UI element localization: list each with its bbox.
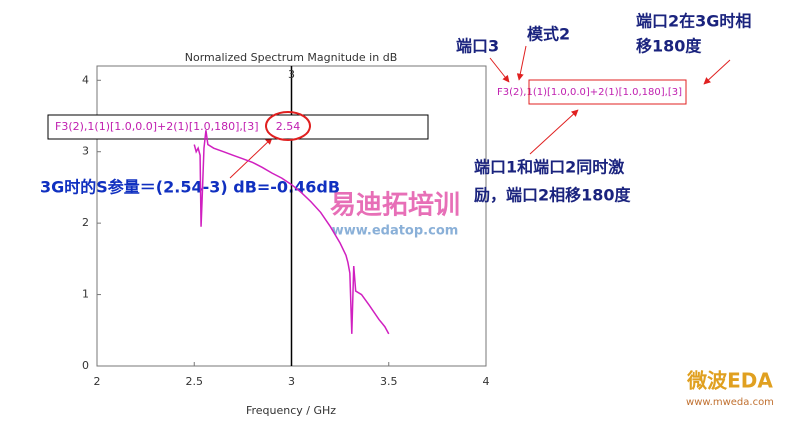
annotation: 端口2在3G时相 [636, 12, 751, 31]
watermark: www.edatop.com [332, 224, 459, 239]
y-tick-label: 3 [82, 145, 89, 158]
x-axis-label: Frequency / GHz [246, 404, 336, 417]
annotation: 3G时的S参量＝(2.54-3) dB=-0.46dB [40, 178, 340, 197]
annotation: 模式2 [527, 25, 570, 44]
chart-title: Normalized Spectrum Magnitude in dB [185, 51, 398, 64]
annotation: 端口3 [456, 37, 499, 56]
watermark: 微波EDA [686, 369, 773, 393]
annotation: 励，端口2相移180度 [474, 186, 632, 205]
highlight-box [528, 79, 687, 105]
x-tick-label: 2.5 [186, 375, 204, 388]
trace-label: F3(2),1(1)[1.0,0.0]+2(1)[1.0,180],[3] [497, 87, 682, 98]
arrows [229, 45, 731, 179]
watermark: www.mweda.com [686, 397, 774, 408]
watermark: 易迪拓培训 [330, 191, 460, 221]
x-tick-label: 2 [94, 375, 101, 388]
x-tick-label: 3.5 [380, 375, 398, 388]
y-tick-label: 2 [82, 216, 89, 229]
legend-box [47, 114, 429, 140]
data-line [193, 130, 390, 335]
y-tick-label: 0 [82, 359, 89, 372]
highlight-ellipse [265, 111, 311, 141]
annotation: 移180度 [636, 37, 702, 56]
x-tick-label: 4 [483, 375, 490, 388]
marker-value: 2.54 [276, 120, 301, 133]
marker-label: 3 [288, 68, 295, 81]
y-tick-label: 4 [82, 73, 89, 86]
legend-entry: F3(2),1(1)[1.0,0.0]+2(1)[1.0,180],[3] [55, 120, 259, 133]
y-tick-label: 1 [82, 288, 89, 301]
annotation: 端口1和端口2同时激 [474, 158, 624, 177]
x-tick-label: 3 [288, 375, 295, 388]
